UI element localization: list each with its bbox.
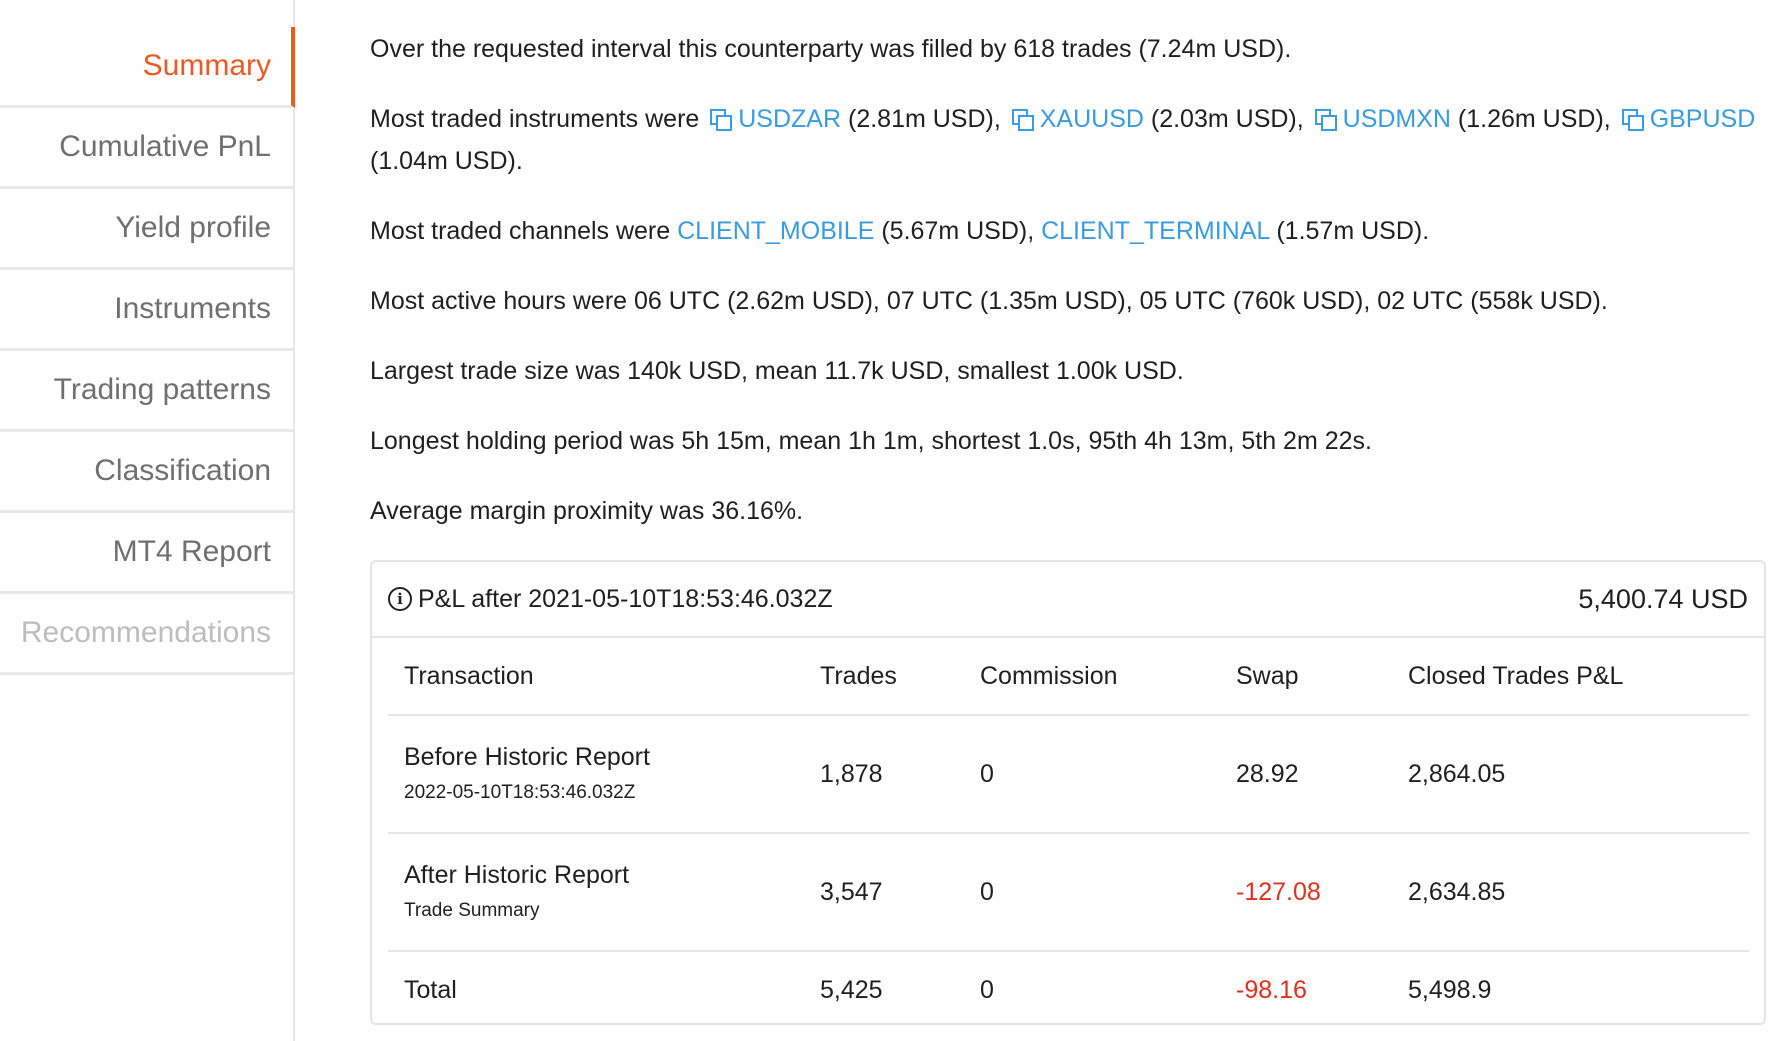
sidebar-item-classification[interactable]: Classification bbox=[0, 432, 293, 513]
sidebar-item-instruments[interactable]: Instruments bbox=[0, 270, 293, 351]
closed-pnl-cell: 2,864.05 bbox=[1392, 715, 1749, 834]
instrument-amount: (1.26m USD), bbox=[1450, 105, 1618, 133]
commission-cell: 0 bbox=[964, 833, 1220, 952]
copy-icon[interactable] bbox=[710, 109, 733, 131]
column-header-closed-pnl: Closed Trades P&L bbox=[1392, 638, 1749, 716]
summary-instruments: Most traded instruments were USDZAR (2.8… bbox=[370, 98, 1770, 182]
channel-link-client-mobile[interactable]: CLIENT_MOBILE bbox=[677, 217, 875, 245]
pnl-title: i P&L after 2021-05-10T18:53:46.032Z bbox=[388, 585, 833, 614]
instrument-link-xauusd[interactable]: XAUUSD bbox=[1039, 105, 1144, 133]
swap-cell: 28.92 bbox=[1220, 715, 1392, 834]
column-header-transaction: Transaction bbox=[388, 638, 804, 716]
commission-cell: 0 bbox=[980, 975, 994, 1004]
sidebar-nav: Summary Cumulative PnL Yield profile Ins… bbox=[0, 0, 295, 675]
instrument-amount: (2.81m USD), bbox=[841, 105, 1008, 133]
table-header-row: Transaction Trades Commission Swap Close… bbox=[388, 638, 1749, 716]
summary-channels: Most traded channels were CLIENT_MOBILE … bbox=[370, 210, 1429, 252]
pnl-panel: i P&L after 2021-05-10T18:53:46.032Z 5,4… bbox=[370, 560, 1766, 1025]
sidebar-item-cumulative-pnl[interactable]: Cumulative PnL bbox=[0, 108, 293, 189]
column-header-commission: Commission bbox=[964, 638, 1220, 716]
summary-fills: Over the requested interval this counter… bbox=[370, 35, 1292, 63]
copy-icon[interactable] bbox=[1621, 109, 1644, 131]
transaction-label: After Historic Report bbox=[404, 860, 630, 889]
total-row: Total 5,425 0 -98.16 5,498.9 bbox=[388, 951, 1749, 1028]
info-icon[interactable]: i bbox=[388, 587, 412, 611]
transaction-label: Before Historic Report bbox=[404, 742, 650, 771]
table-row: Before Historic Report 2022-05-10T18:53:… bbox=[388, 715, 1749, 834]
instrument-link-gbpusd[interactable]: GBPUSD bbox=[1649, 105, 1756, 133]
pnl-title-text: P&L after 2021-05-10T18:53:46.032Z bbox=[418, 584, 833, 613]
column-header-swap: Swap bbox=[1220, 638, 1392, 716]
instrument-link-usdzar[interactable]: USDZAR bbox=[738, 105, 842, 133]
sidebar-item-summary[interactable]: Summary bbox=[0, 27, 295, 108]
table-row: After Historic Report Trade Summary 3,54… bbox=[388, 833, 1749, 952]
sidebar-item-trading-patterns[interactable]: Trading patterns bbox=[0, 351, 293, 432]
summary-margin: Average margin proximity was 36.16%. bbox=[370, 497, 804, 525]
transaction-sublabel: Trade Summary bbox=[404, 899, 540, 921]
copy-icon[interactable] bbox=[1011, 109, 1034, 131]
total-label: Total bbox=[404, 975, 457, 1004]
commission-cell: 0 bbox=[964, 715, 1220, 834]
summary-hours: Most active hours were 06 UTC (2.62m USD… bbox=[370, 287, 1608, 315]
instrument-amount: (1.04m USD). bbox=[370, 147, 523, 175]
channel-amount: (1.57m USD). bbox=[1269, 217, 1430, 245]
channel-amount: (5.67m USD), bbox=[874, 217, 1042, 245]
pnl-total: 5,400.74 USD bbox=[1578, 583, 1748, 614]
instrument-amount: (2.03m USD), bbox=[1143, 105, 1311, 133]
channel-link-client-terminal[interactable]: CLIENT_TERMINAL bbox=[1041, 217, 1270, 245]
sidebar-item-mt4-report[interactable]: MT4 Report bbox=[0, 513, 293, 594]
swap-cell: -98.16 bbox=[1236, 975, 1307, 1004]
sidebar-item-yield-profile[interactable]: Yield profile bbox=[0, 189, 293, 270]
summary-trade-size: Largest trade size was 140k USD, mean 11… bbox=[370, 357, 1184, 385]
closed-pnl-cell: 5,498.9 bbox=[1408, 975, 1492, 1004]
trades-cell: 1,878 bbox=[804, 715, 964, 834]
summary-holding-period: Longest holding period was 5h 15m, mean … bbox=[370, 427, 1372, 455]
instruments-intro: Most traded instruments were bbox=[370, 105, 707, 133]
transaction-sublabel: 2022-05-10T18:53:46.032Z bbox=[404, 781, 636, 803]
copy-icon[interactable] bbox=[1314, 109, 1337, 131]
pnl-table: Transaction Trades Commission Swap Close… bbox=[388, 638, 1749, 1028]
sidebar-item-recommendations: Recommendations bbox=[0, 594, 293, 675]
sidebar: Summary Cumulative PnL Yield profile Ins… bbox=[0, 0, 295, 1041]
column-header-trades: Trades bbox=[804, 638, 964, 716]
closed-pnl-cell: 2,634.85 bbox=[1392, 833, 1749, 952]
trades-cell: 5,425 bbox=[820, 975, 883, 1004]
transaction-cell: After Historic Report Trade Summary bbox=[388, 833, 804, 952]
channels-intro: Most traded channels were bbox=[370, 217, 678, 245]
pnl-panel-header: i P&L after 2021-05-10T18:53:46.032Z 5,4… bbox=[372, 562, 1764, 638]
transaction-cell: Before Historic Report 2022-05-10T18:53:… bbox=[388, 715, 804, 834]
trades-cell: 3,547 bbox=[804, 833, 964, 952]
instrument-link-usdmxn[interactable]: USDMXN bbox=[1342, 105, 1451, 133]
swap-cell: -127.08 bbox=[1220, 833, 1392, 952]
